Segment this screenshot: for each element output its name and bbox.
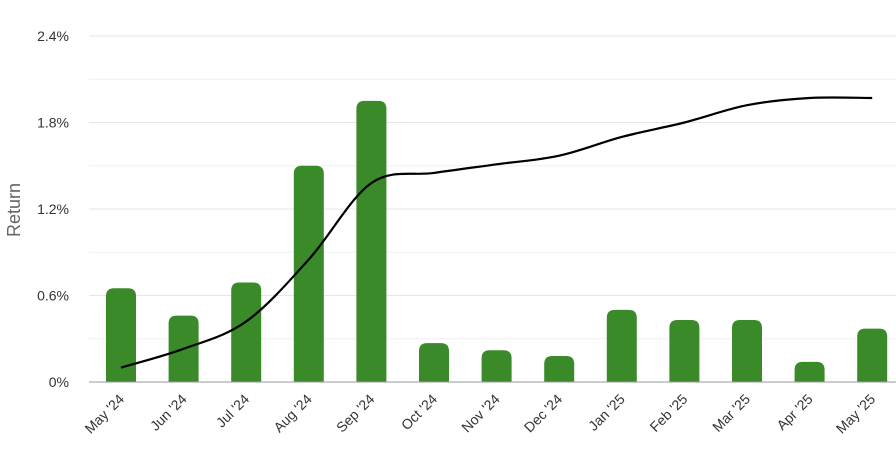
cumulative-return-line bbox=[120, 96, 873, 369]
bar bbox=[606, 309, 637, 382]
x-tick-label: Feb '25 bbox=[646, 391, 690, 435]
line-layer bbox=[120, 96, 873, 369]
bar bbox=[794, 361, 825, 382]
y-tick-label: 2.4% bbox=[37, 28, 69, 44]
x-tick-label: May '24 bbox=[81, 391, 127, 437]
bar bbox=[857, 328, 888, 382]
bar bbox=[544, 356, 575, 382]
x-tick-label: Jul '24 bbox=[213, 391, 253, 431]
bar-layer bbox=[106, 100, 888, 382]
bar bbox=[293, 165, 324, 382]
bar bbox=[732, 320, 762, 382]
y-axis-title: Return bbox=[4, 183, 24, 237]
bar bbox=[106, 288, 136, 382]
y-tick-label: 1.8% bbox=[37, 115, 69, 131]
bar bbox=[669, 320, 700, 382]
x-tick-label: Apr '25 bbox=[773, 391, 816, 434]
y-tick-label: 0.6% bbox=[37, 288, 69, 304]
x-tick-label: Sep '24 bbox=[333, 391, 378, 436]
axis-layer: 0% 0.6% 1.2% 1.8% 2.4% May '24 Jun '24 Jul '24 A… bbox=[37, 28, 896, 436]
x-tick-label: Mar '25 bbox=[709, 391, 753, 435]
x-tick-label: Dec '24 bbox=[521, 391, 566, 436]
y-tick-label: 0% bbox=[49, 374, 69, 390]
x-tick-label: Jan '25 bbox=[585, 391, 628, 434]
x-tick-label: Aug '24 bbox=[270, 391, 315, 436]
bar bbox=[231, 282, 262, 382]
x-tick-label: May '25 bbox=[833, 391, 879, 437]
x-tick-label: Nov '24 bbox=[458, 391, 503, 436]
bar bbox=[481, 350, 512, 382]
grid-layer bbox=[89, 35, 896, 340]
y-tick-label: 1.2% bbox=[37, 201, 69, 217]
bar bbox=[356, 100, 387, 382]
x-tick-label: Jun '24 bbox=[147, 391, 190, 434]
x-tick-label: Oct '24 bbox=[398, 391, 441, 434]
bar bbox=[419, 343, 449, 382]
